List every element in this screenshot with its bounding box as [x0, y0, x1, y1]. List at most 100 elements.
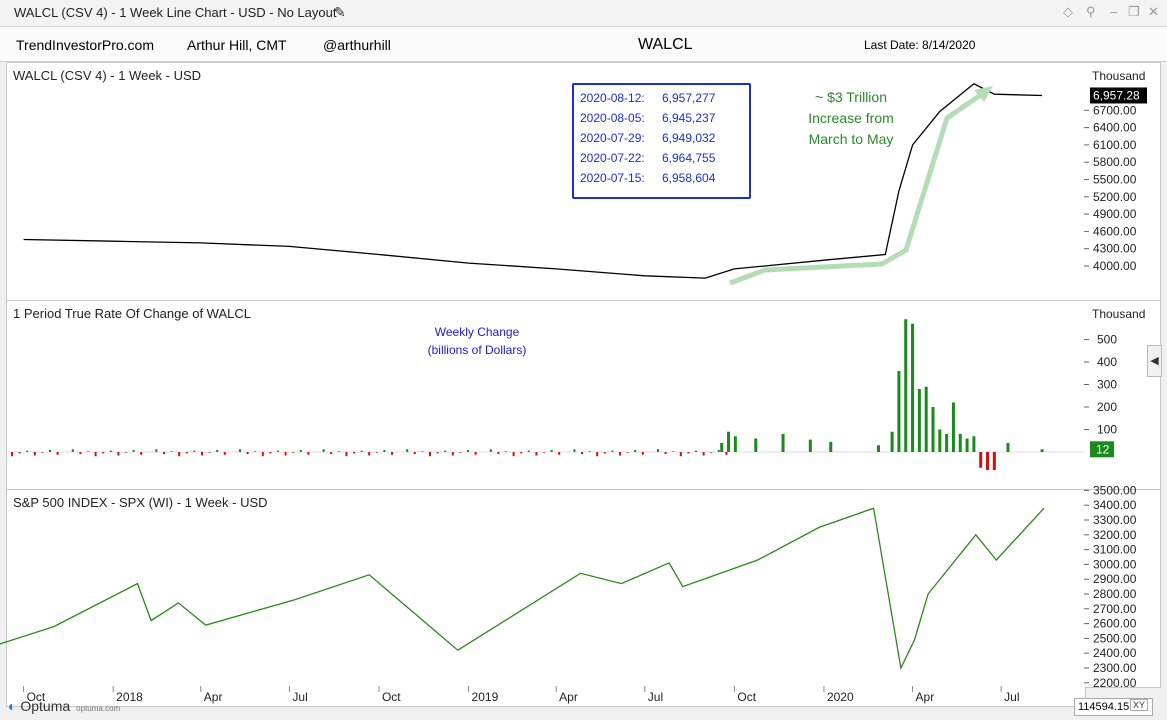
roc-bar	[972, 436, 976, 452]
y-tick-label: 4000.00	[1093, 259, 1137, 273]
close-icon[interactable]: ✕	[1148, 4, 1159, 19]
brand-name: Optuma	[20, 698, 71, 714]
panel-toggle-button[interactable]: ◀	[1147, 345, 1162, 377]
annotation-line: March to May	[808, 131, 894, 147]
info-date: 2020-07-29:	[580, 131, 645, 145]
roc-bar	[938, 429, 942, 452]
y-tick-label: 4600.00	[1093, 224, 1137, 238]
roc-bar	[754, 438, 758, 452]
info-date: 2020-07-22:	[580, 151, 645, 165]
last-date: Last Date: 8/14/2020	[864, 38, 976, 52]
y-tick-label: 2200.00	[1093, 676, 1137, 690]
y-tick-label: 300	[1097, 378, 1117, 392]
x-tick-label: 2019	[472, 690, 499, 704]
minimize-icon[interactable]: –	[1110, 4, 1118, 19]
y-tick-label: 400	[1097, 355, 1117, 369]
roc-bar	[904, 319, 908, 452]
roc-last-value: 12	[1096, 442, 1110, 456]
roc-bar	[986, 452, 990, 470]
roc-bar	[958, 434, 962, 452]
x-tick-label: Oct	[737, 690, 756, 704]
spx-y-axis[interactable]	[1084, 489, 1161, 688]
y-tick-label: 6400.00	[1093, 121, 1137, 135]
y-tick-label: 6700.00	[1093, 103, 1137, 117]
x-tick-label: Jul	[292, 690, 307, 704]
x-axis[interactable]	[6, 686, 1086, 707]
spx-panel[interactable]: S&P 500 INDEX - SPX (WI) - 1 Week - USD	[6, 489, 1086, 688]
x-tick-label: Jul	[648, 690, 663, 704]
x-tick-label: Apr	[916, 690, 935, 704]
trend-arrow-line	[729, 89, 987, 286]
info-row: 2020-07-22: 6,964,755	[580, 151, 715, 165]
walcl-panel[interactable]: WALCL (CSV 4) - 1 Week - USD 2020-08-12:…	[6, 62, 1086, 301]
roc-bar	[808, 439, 812, 452]
footer: ◐ Optuma optuma.com 114594.15 XY	[0, 696, 1167, 720]
x-tick-label: 2020	[827, 690, 854, 704]
walcl-last-value: 6,957.28	[1093, 88, 1140, 102]
info-value: 6,945,237	[662, 111, 716, 125]
walcl-series-line	[23, 83, 1043, 279]
info-date: 2020-07-15:	[580, 171, 645, 185]
y-tick-label: 5200.00	[1093, 190, 1137, 204]
diamond-icon[interactable]: ◇	[1063, 4, 1073, 19]
window-titlebar: WALCL (CSV 4) - 1 Week Line Chart - USD …	[0, 0, 1167, 27]
roc-bar	[992, 452, 996, 470]
roc-bar	[917, 389, 921, 452]
roc-bar	[876, 445, 880, 452]
edit-pencil-icon[interactable]: ✎	[334, 4, 346, 20]
roc-bar	[911, 323, 915, 452]
y-tick-label: 3300.00	[1093, 513, 1137, 527]
annotation-line: ~ $3 Trillion	[815, 89, 887, 105]
roc-bar	[951, 402, 955, 452]
info-value: 6,958,604	[662, 171, 716, 185]
y-tick-label: 100	[1097, 423, 1117, 437]
roc-bar	[781, 434, 785, 452]
y-tick-label: 3200.00	[1093, 528, 1137, 542]
info-value: 6,964,755	[662, 151, 716, 165]
pin-icon[interactable]: ⚲	[1086, 4, 1096, 19]
info-value: 6,957,277	[662, 91, 716, 105]
roc-unit-label: Thousand	[1092, 307, 1146, 321]
roc-bar	[897, 371, 901, 452]
y-tick-label: 4900.00	[1093, 207, 1137, 221]
info-row: 2020-07-29: 6,949,032	[580, 131, 715, 145]
y-tick-label: 3100.00	[1093, 543, 1137, 557]
y-tick-label: 4300.00	[1093, 242, 1137, 256]
trillion-annotation: ~ $3 Trillion Increase from March to May	[791, 87, 911, 150]
roc-bar	[890, 431, 894, 452]
annotation-line: (billions of Dollars)	[427, 343, 527, 357]
window-title: WALCL (CSV 4) - 1 Week Line Chart - USD …	[14, 5, 337, 20]
info-row: 2020-08-05: 6,945,237	[580, 111, 715, 125]
y-tick-label: 2600.00	[1093, 617, 1137, 631]
walcl-last-value-box	[1090, 87, 1147, 104]
roc-y-axis[interactable]: Thousand	[1084, 300, 1161, 490]
walcl-panel-label: WALCL (CSV 4) - 1 Week - USD	[13, 68, 202, 83]
roc-bar	[924, 386, 928, 452]
chart-symbol: WALCL	[638, 36, 693, 53]
y-tick-label: 2400.00	[1093, 646, 1137, 660]
annotation-line: Weekly Change	[434, 325, 520, 339]
y-tick-label: 3500.00	[1093, 483, 1137, 497]
roc-bar	[727, 431, 731, 452]
x-tick-label: Oct	[27, 690, 46, 704]
y-tick-label: 2800.00	[1093, 587, 1137, 601]
optuma-logo: ◐ Optuma optuma.com	[8, 698, 121, 714]
roc-bar	[1006, 443, 1010, 452]
roc-panel-label: 1 Period True Rate Of Change of WALCL	[13, 306, 251, 321]
spx-series-line	[0, 507, 1045, 671]
y-tick-label: 6100.00	[1093, 138, 1137, 152]
roc-bar	[733, 436, 737, 452]
y-tick-label: 2900.00	[1093, 572, 1137, 586]
y-tick-label: 2500.00	[1093, 631, 1137, 645]
roc-last-value-box	[1090, 441, 1114, 458]
y-tick-label: 3400.00	[1093, 498, 1137, 512]
restore-icon[interactable]: ❐	[1128, 4, 1140, 19]
xy-button[interactable]: XY	[1130, 699, 1149, 711]
x-tick-label: Apr	[559, 690, 578, 704]
roc-bar	[829, 441, 833, 452]
roc-bar	[945, 434, 949, 452]
spx-panel-label: S&P 500 INDEX - SPX (WI) - 1 Week - USD	[13, 495, 268, 510]
y-tick-label: 500	[1097, 333, 1117, 347]
y-tick-label: 2700.00	[1093, 602, 1137, 616]
